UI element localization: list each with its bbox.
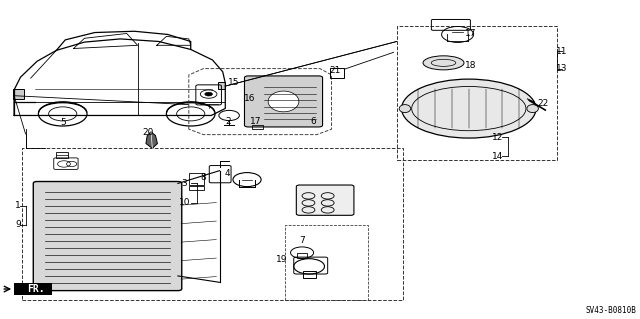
Bar [218, 82, 225, 89]
Text: 15: 15 [228, 78, 239, 87]
Bar [56, 152, 68, 158]
FancyBboxPatch shape [296, 185, 354, 215]
Text: SV43-B0810B: SV43-B0810B [586, 306, 637, 315]
Text: 11: 11 [556, 47, 568, 56]
Text: FR.: FR. [28, 284, 45, 294]
Text: 14: 14 [492, 152, 504, 161]
Text: 16: 16 [244, 94, 255, 103]
Text: 9: 9 [15, 220, 20, 229]
Ellipse shape [399, 105, 411, 113]
Text: 19: 19 [276, 256, 287, 264]
Bar [189, 186, 204, 190]
Bar [14, 283, 52, 295]
Text: 12: 12 [492, 133, 504, 142]
Polygon shape [146, 132, 157, 148]
Text: 10: 10 [179, 198, 190, 207]
Text: 17: 17 [465, 29, 476, 38]
Ellipse shape [423, 56, 464, 70]
Bar [22, 148, 403, 300]
Ellipse shape [402, 79, 536, 138]
Text: 2: 2 [226, 117, 231, 126]
Circle shape [205, 92, 212, 96]
Bar [303, 271, 316, 278]
Text: 17: 17 [250, 117, 262, 126]
Bar [252, 125, 263, 129]
Text: 6: 6 [311, 117, 316, 126]
Text: 7: 7 [300, 236, 305, 245]
Bar [397, 26, 557, 160]
FancyBboxPatch shape [244, 76, 323, 127]
Text: 3: 3 [182, 179, 187, 188]
Bar [285, 225, 368, 300]
Ellipse shape [268, 91, 299, 112]
Bar [330, 68, 344, 78]
Text: 1: 1 [15, 201, 20, 210]
Bar [189, 173, 204, 185]
Text: 13: 13 [556, 64, 568, 73]
Text: 18: 18 [465, 61, 476, 70]
Text: 20: 20 [143, 128, 154, 137]
Bar [297, 253, 307, 258]
FancyBboxPatch shape [33, 182, 182, 291]
Text: 5: 5 [60, 118, 65, 127]
Bar [13, 89, 24, 99]
Ellipse shape [527, 105, 538, 113]
Text: 8: 8 [201, 173, 206, 182]
Text: 21: 21 [330, 66, 341, 75]
Text: 22: 22 [537, 99, 548, 108]
Text: 4: 4 [225, 169, 230, 178]
